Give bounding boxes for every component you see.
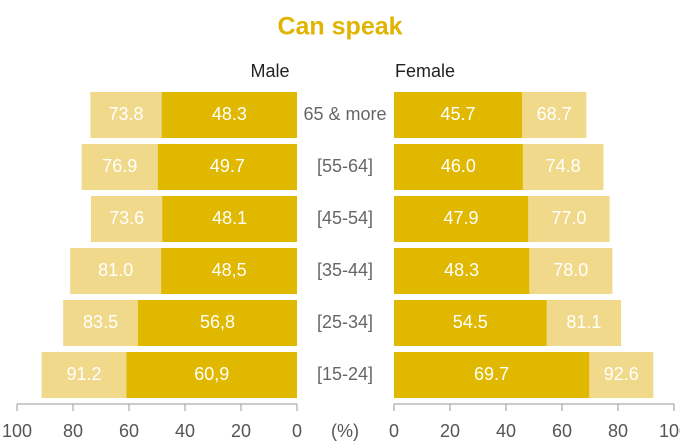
value-label: 78.0 [553, 260, 588, 280]
value-label: 92.6 [604, 364, 639, 384]
bar [162, 196, 297, 242]
x-tick-label: 80 [608, 421, 628, 441]
value-label: 77.0 [551, 208, 586, 228]
bar [394, 248, 530, 294]
panel-label: Female [395, 61, 455, 81]
x-tick-label: 60 [552, 421, 572, 441]
bar [394, 300, 547, 346]
category-label: 65 & more [303, 104, 386, 124]
x-tick-label: 100 [659, 421, 680, 441]
value-label: 46.0 [441, 156, 476, 176]
x-tick-label: 40 [175, 421, 195, 441]
value-label: 91.2 [67, 364, 102, 384]
value-label: 47.9 [444, 208, 479, 228]
category-label: [45-54] [317, 208, 373, 228]
value-label: 48,5 [212, 260, 247, 280]
value-label: 60,9 [194, 364, 229, 384]
bar [394, 92, 522, 138]
x-tick-label: 80 [63, 421, 83, 441]
value-label: 73.8 [109, 104, 144, 124]
bar [157, 144, 297, 190]
value-label: 45.7 [440, 104, 475, 124]
value-label: 81.1 [566, 312, 601, 332]
x-tick-label: 20 [440, 421, 460, 441]
value-label: 54.5 [453, 312, 488, 332]
x-tick-label: 60 [119, 421, 139, 441]
value-label: 48.3 [212, 104, 247, 124]
value-label: 76.9 [102, 156, 137, 176]
bar [394, 196, 529, 242]
value-label: 83.5 [83, 312, 118, 332]
bar [394, 352, 590, 398]
category-label: [15-24] [317, 364, 373, 384]
value-label: 74.8 [546, 156, 581, 176]
value-label: 49.7 [210, 156, 245, 176]
value-label: 48.3 [444, 260, 479, 280]
x-tick-label: 20 [231, 421, 251, 441]
x-tick-label: 40 [496, 421, 516, 441]
x-tick-label: 0 [292, 421, 302, 441]
bar [161, 92, 297, 138]
x-tick-label: 0 [389, 421, 399, 441]
category-label: [25-34] [317, 312, 373, 332]
bar [394, 144, 523, 190]
bar [126, 352, 297, 398]
x-axis-label: (%) [331, 421, 359, 441]
bar [137, 300, 297, 346]
value-label: 73.6 [109, 208, 144, 228]
panel-label: Male [250, 61, 289, 81]
value-label: 69.7 [474, 364, 509, 384]
x-tick-label: 100 [2, 421, 32, 441]
value-label: 48.1 [212, 208, 247, 228]
category-label: [35-44] [317, 260, 373, 280]
value-label: 56,8 [200, 312, 235, 332]
value-label: 81.0 [98, 260, 133, 280]
category-label: [55-64] [317, 156, 373, 176]
chart-title: Can speak [277, 13, 402, 41]
value-label: 68.7 [537, 104, 572, 124]
bar [161, 248, 297, 294]
